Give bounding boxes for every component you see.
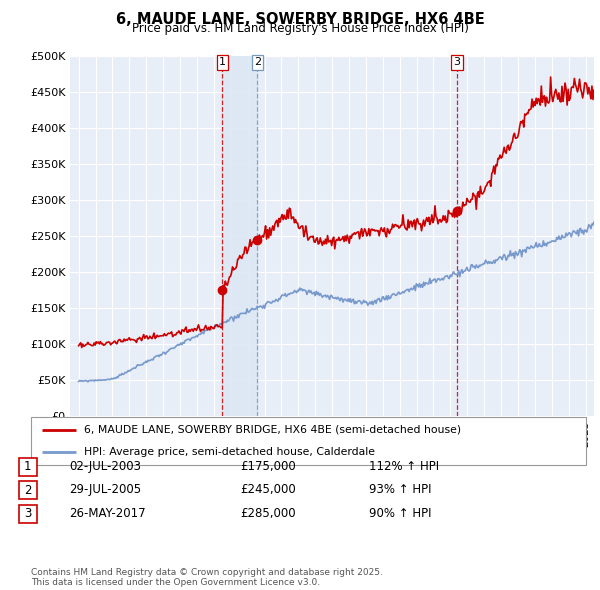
Text: Price paid vs. HM Land Registry's House Price Index (HPI): Price paid vs. HM Land Registry's House … (131, 22, 469, 35)
Text: 1: 1 (219, 57, 226, 67)
Text: Contains HM Land Registry data © Crown copyright and database right 2025.
This d: Contains HM Land Registry data © Crown c… (31, 568, 383, 587)
Text: 2: 2 (254, 57, 261, 67)
Text: 93% ↑ HPI: 93% ↑ HPI (369, 483, 431, 496)
Text: 6, MAUDE LANE, SOWERBY BRIDGE, HX6 4BE: 6, MAUDE LANE, SOWERBY BRIDGE, HX6 4BE (116, 12, 484, 27)
FancyBboxPatch shape (19, 458, 37, 476)
Text: 2: 2 (24, 484, 32, 497)
Bar (222, 56, 257, 416)
Text: 90% ↑ HPI: 90% ↑ HPI (369, 507, 431, 520)
Text: 3: 3 (24, 507, 32, 520)
Text: 26-MAY-2017: 26-MAY-2017 (69, 507, 146, 520)
Text: 6, MAUDE LANE, SOWERBY BRIDGE, HX6 4BE (semi-detached house): 6, MAUDE LANE, SOWERBY BRIDGE, HX6 4BE (… (84, 425, 461, 435)
Text: HPI: Average price, semi-detached house, Calderdale: HPI: Average price, semi-detached house,… (84, 447, 375, 457)
Text: 112% ↑ HPI: 112% ↑ HPI (369, 460, 439, 473)
FancyBboxPatch shape (19, 505, 37, 523)
Text: £285,000: £285,000 (240, 507, 296, 520)
Text: 1: 1 (24, 460, 32, 473)
FancyBboxPatch shape (19, 481, 37, 499)
Text: £175,000: £175,000 (240, 460, 296, 473)
Text: 29-JUL-2005: 29-JUL-2005 (69, 483, 141, 496)
Text: 02-JUL-2003: 02-JUL-2003 (69, 460, 141, 473)
Text: £245,000: £245,000 (240, 483, 296, 496)
FancyBboxPatch shape (31, 417, 586, 465)
Text: 3: 3 (454, 57, 461, 67)
